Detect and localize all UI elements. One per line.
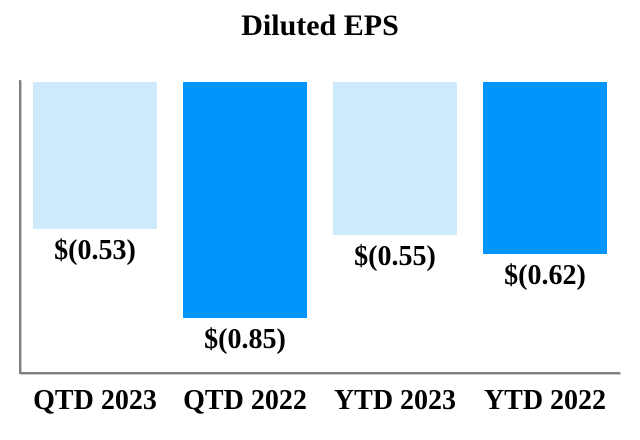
bar-ytd-2022 — [483, 82, 607, 254]
chart-title: Diluted EPS — [241, 9, 399, 42]
bar-ytd-2023 — [333, 82, 457, 235]
value-label-ytd-2022: $(0.62) — [504, 260, 586, 291]
value-label-ytd-2023: $(0.55) — [354, 241, 436, 272]
category-label-qtd-2022: QTD 2022 — [183, 385, 307, 416]
category-label-ytd-2022: YTD 2022 — [483, 385, 607, 416]
y-axis-line — [19, 80, 21, 373]
value-label-qtd-2023: $(0.53) — [54, 235, 136, 266]
bar-qtd-2022 — [183, 82, 307, 318]
category-label-qtd-2023: QTD 2023 — [33, 385, 157, 416]
value-label-qtd-2022: $(0.85) — [204, 324, 286, 355]
bar-qtd-2023 — [33, 82, 157, 229]
x-axis-line — [19, 372, 620, 374]
category-label-ytd-2023: YTD 2023 — [333, 385, 457, 416]
